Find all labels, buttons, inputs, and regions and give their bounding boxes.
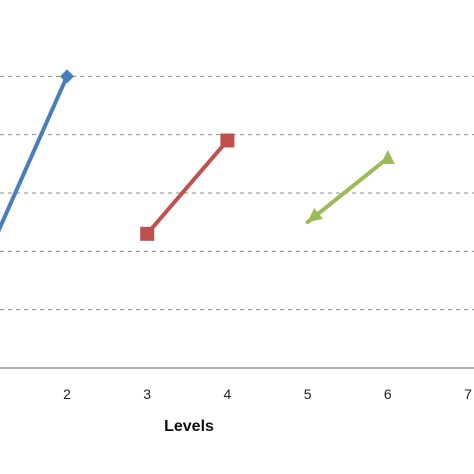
data-point-marker [380,150,395,164]
arrow-head-marker [307,207,323,223]
data-point-marker [60,69,74,84]
x-tick-label: 5 [304,386,312,402]
x-tick-labels: 2 3 4 5 6 7 [63,386,472,402]
series-layer [0,69,395,241]
x-tick-label: 6 [384,386,392,402]
x-tick-label: 3 [143,386,151,402]
series-3 [305,150,395,225]
data-point-marker [140,226,155,241]
data-point-marker [220,133,235,148]
x-tick-label: 7 [464,386,472,402]
series-line [305,156,390,225]
gridlines [0,75,474,311]
x-tick-label: 2 [63,386,71,402]
series-2 [140,133,235,241]
series-1 [0,69,74,233]
series-line [0,74,69,233]
x-tick-label: 4 [224,386,232,402]
series-line [145,138,230,236]
x-axis-title: Levels [164,418,214,435]
